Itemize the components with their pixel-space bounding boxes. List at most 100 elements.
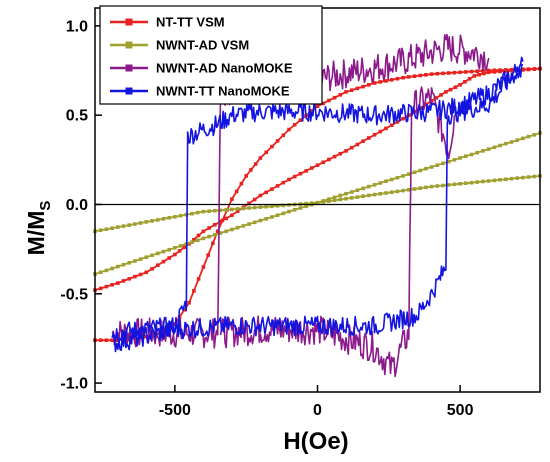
series-0-point	[344, 149, 348, 153]
series-0-point	[482, 71, 486, 76]
series-1-point	[138, 257, 143, 261]
series-0-point	[110, 338, 114, 342]
series-1-point	[156, 251, 160, 256]
series-0-point	[298, 118, 303, 122]
series-1-point	[161, 249, 166, 254]
series-0-point	[477, 72, 481, 77]
series-1-point	[526, 175, 531, 179]
series-1-point	[498, 143, 502, 148]
series-0-point	[444, 90, 448, 94]
series-0-point	[372, 81, 377, 85]
legend-swatch-marker	[125, 87, 133, 95]
series-1-point	[429, 184, 434, 189]
series-1-point	[526, 134, 531, 139]
series-1-point	[378, 181, 383, 185]
series-0-point	[230, 213, 234, 217]
series-0-point	[407, 75, 411, 79]
series-1-point	[230, 207, 234, 212]
series-1-point	[504, 141, 508, 146]
series-1-point	[304, 204, 308, 209]
series-1-point	[104, 268, 109, 273]
series-1-point	[327, 199, 331, 203]
series-1-point	[98, 270, 103, 274]
series-1-point	[486, 147, 491, 151]
series-0-point	[389, 78, 394, 82]
series-0-point	[453, 85, 458, 89]
series-0-point	[275, 184, 280, 188]
series-1-point	[384, 179, 388, 183]
series-1-point	[150, 219, 154, 223]
series-0-point	[327, 157, 331, 162]
series-0-point	[389, 123, 394, 127]
series-1-point	[144, 220, 149, 224]
series-1-point	[412, 170, 417, 175]
x-tick-label: 500	[447, 402, 474, 419]
series-0-point	[215, 229, 220, 234]
series-1-point	[407, 188, 411, 192]
x-tick-label: -500	[159, 402, 191, 419]
series-0-point	[452, 70, 457, 75]
series-1-point	[384, 191, 388, 195]
series-1-point	[235, 207, 240, 211]
series-1-point	[178, 213, 183, 218]
series-0-point	[104, 338, 109, 342]
legend-label: NWNT-TT NanoMOKE	[156, 84, 290, 99]
series-0-point	[458, 83, 462, 87]
series-1-point	[361, 186, 365, 191]
series-1-point	[441, 183, 445, 188]
y-tick-label: -0.5	[60, 286, 88, 303]
y-tick-label: 0.0	[66, 197, 88, 214]
series-0-point	[429, 72, 434, 76]
series-1-point	[190, 240, 194, 244]
series-0-point	[247, 201, 251, 206]
series-0-point	[182, 245, 187, 250]
series-0-point	[401, 75, 405, 80]
series-1-point	[275, 204, 280, 208]
series-0-point	[321, 101, 325, 106]
series-0-point	[435, 71, 440, 76]
series-0-point	[206, 253, 210, 257]
series-1-point	[349, 196, 354, 200]
series-1-point	[213, 233, 217, 237]
series-1-point	[492, 145, 497, 150]
y-axis-title-main: M/M	[23, 211, 49, 256]
series-1-point	[458, 182, 462, 186]
series-0-point	[467, 77, 472, 81]
series-0-point	[187, 300, 191, 305]
series-0-point	[310, 109, 314, 113]
legend-label: NWNT-AD VSM	[156, 38, 249, 53]
series-0-point	[469, 69, 474, 74]
series-0-point	[492, 70, 497, 74]
series-0-point	[121, 279, 126, 283]
legend: NT-TT VSM NWNT-AD VSM NWNT-AD NanoMOKE NWNT…	[99, 5, 323, 105]
series-1-point	[469, 180, 474, 185]
series-0-point	[395, 76, 400, 81]
series-0-point	[401, 116, 405, 121]
legend-label: NT-TT VSM	[156, 15, 225, 30]
series-1-point	[218, 231, 223, 235]
series-1-point	[389, 190, 394, 194]
series-0-point	[287, 177, 291, 182]
series-1-point	[435, 163, 440, 167]
series-0-point	[355, 86, 360, 91]
series-1-point	[435, 184, 440, 188]
series-1-point	[338, 193, 343, 198]
series-0-point	[349, 145, 354, 150]
series-0-point	[509, 68, 514, 73]
series-1-point	[270, 204, 274, 209]
series-0-point	[378, 80, 383, 84]
series-0-point	[321, 160, 325, 165]
series-1-point	[452, 182, 457, 187]
series-0-point	[244, 174, 248, 178]
series-1-point	[127, 223, 131, 227]
series-0-point	[138, 272, 143, 277]
series-0-point	[133, 274, 137, 279]
series-0-point	[361, 139, 365, 143]
series-1-point	[504, 177, 508, 182]
series-line-3-upper	[111, 63, 524, 342]
series-0-point	[384, 126, 388, 131]
series-1-point	[201, 236, 206, 241]
series-0-point	[439, 93, 443, 97]
series-0-point	[144, 270, 149, 275]
